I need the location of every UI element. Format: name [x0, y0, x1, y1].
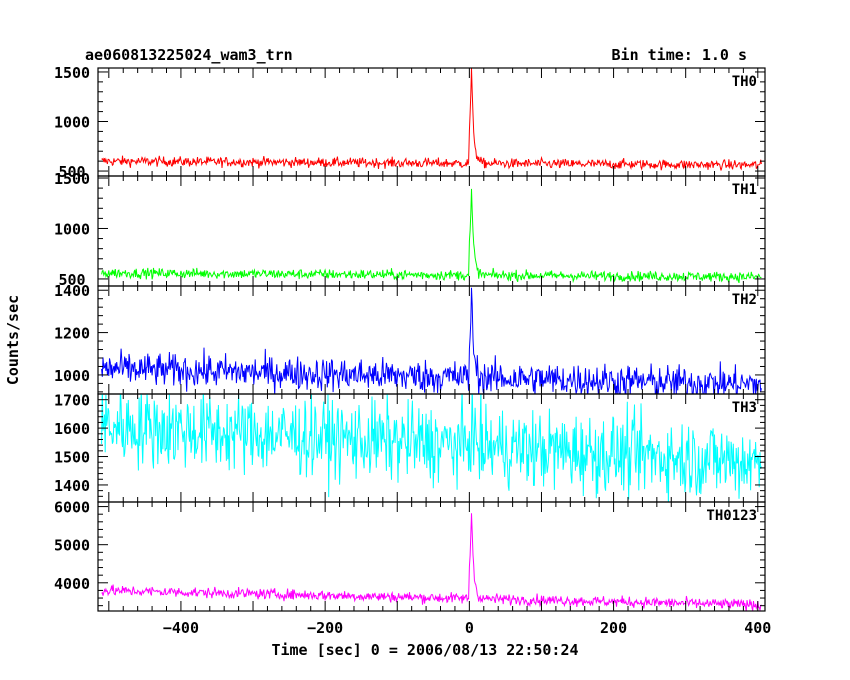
- y-tick-label: 1000: [54, 220, 90, 238]
- chart-title: ae060813225024_wam3_trn: [85, 46, 293, 64]
- y-tick-label: 1400: [54, 282, 90, 300]
- y-tick-label: 1000: [54, 367, 90, 385]
- y-tick-label: 1400: [54, 477, 90, 495]
- y-tick-label: 500: [58, 163, 85, 181]
- y-tick-label: 1500: [54, 449, 90, 467]
- y-tick-label: 1600: [54, 420, 90, 438]
- panel-label: TH2: [732, 292, 757, 308]
- y-axis-label: Counts/sec: [4, 295, 22, 385]
- y-tick-label: 5000: [54, 537, 90, 555]
- series-th2: [101, 287, 762, 394]
- panel-frame: [97, 175, 766, 287]
- panels-group: TH0 500 1000 1500 TH1 500 1000 1500 TH2 1000 1200 1…: [54, 64, 771, 637]
- y-tick-label: 500: [58, 271, 85, 289]
- panel-th2: TH2 1000 1200 1400: [54, 282, 766, 395]
- panel-label: TH0: [732, 74, 757, 90]
- bin-time-label: Bin time: 1.0 s: [612, 46, 747, 64]
- y-tick-label: 1200: [54, 325, 90, 343]
- x-tick-label: 400: [744, 619, 771, 637]
- panel-label: TH3: [732, 400, 757, 416]
- panel-th3: TH3 1400 1500 1600 1700: [54, 392, 766, 503]
- panel-th0: TH0 500 1000 1500: [54, 64, 766, 181]
- x-tick-label: 0: [465, 619, 474, 637]
- panel-th0123: TH0123 4000 5000 6000: [54, 499, 766, 612]
- x-tick-label: 200: [600, 619, 627, 637]
- series-th1: [101, 188, 762, 284]
- series-th0: [101, 68, 762, 171]
- series-th0123: [101, 513, 762, 611]
- y-tick-label: 1500: [54, 170, 90, 188]
- panel-th1: TH1 500 1000 1500: [54, 170, 766, 289]
- series-th3: [101, 394, 762, 502]
- y-tick-label: 1700: [54, 392, 90, 410]
- panel-label: TH0123: [706, 508, 757, 524]
- y-tick-label: 1000: [54, 114, 90, 132]
- panel-frame: [97, 501, 766, 612]
- y-tick-label: 4000: [54, 575, 90, 593]
- y-tick-label: 1500: [54, 64, 90, 82]
- y-tick-label: 6000: [54, 499, 90, 517]
- x-tick-label: −400: [163, 619, 199, 637]
- x-axis-label: Time [sec] 0 = 2006/08/13 22:50:24: [271, 641, 578, 659]
- x-tick-label: −200: [307, 619, 343, 637]
- panel-label: TH1: [732, 182, 757, 198]
